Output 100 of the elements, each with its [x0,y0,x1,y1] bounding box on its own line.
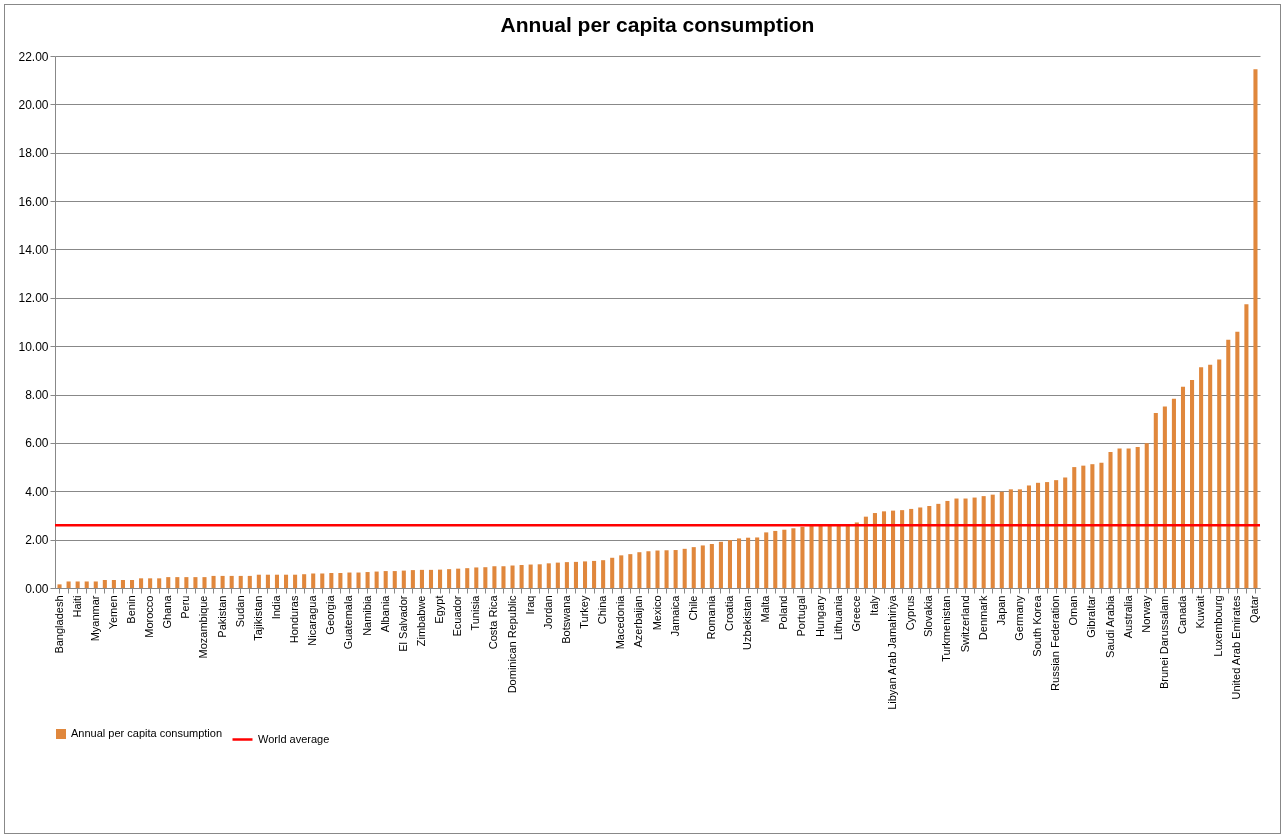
bar [999,491,1004,588]
x-tick-label: Benin [125,595,138,624]
bar [592,560,597,588]
x-tick-label: Nicaragua [306,594,319,646]
bar [75,581,80,588]
y-tick-label: 10.00 [18,339,49,354]
bar [1099,462,1104,588]
x-tick-label: Libyan Arab Jamahiriya [886,594,899,710]
bar [682,548,687,588]
bar [945,500,950,588]
bar [256,574,261,588]
x-tick-label: Uzbekistan [741,595,754,650]
bar [1081,465,1086,588]
y-tick-label: 2.00 [25,533,49,548]
bar [447,569,452,588]
x-tick-label: Denmark [976,595,989,641]
bar [93,581,98,588]
bar [238,575,243,588]
bar [374,571,379,588]
bar [1217,359,1222,588]
bar [1135,447,1140,588]
x-tick-label: Luxembourg [1212,595,1225,657]
bar [628,554,633,588]
bar [782,529,787,588]
bar [365,572,370,588]
bar [764,532,769,588]
bar [601,560,606,588]
bar [646,551,651,588]
bar [1035,482,1041,588]
x-tick-label: Turkmenistan [940,595,953,662]
x-tick-label: Ghana [161,594,174,629]
bar [383,571,388,588]
bar [438,569,443,588]
x-tick-label: Japan [994,595,1007,626]
x-tick-label: Iraq [523,595,536,615]
bar [655,550,660,588]
bar [247,575,252,588]
bar [1117,448,1122,588]
bar [746,537,751,588]
bar [166,577,171,588]
bar [610,557,615,588]
bar [311,573,316,588]
bar [718,541,723,588]
x-tick-label: Canada [1175,594,1188,635]
bar [193,577,198,588]
bar [510,565,515,588]
x-tick-label: Portugal [795,595,808,637]
bar [302,574,307,588]
bar [900,510,905,588]
bar [1153,412,1158,588]
x-tick-label: Macedonia [614,594,627,650]
y-tick-label: 6.00 [25,436,49,451]
bar [1017,489,1022,588]
x-tick-label: Hungary [813,595,826,638]
x-tick-label: Mozambique [197,595,210,659]
bar [157,578,162,588]
x-tick-label: Zimbabwe [414,595,427,647]
bar [329,573,334,588]
bar [84,581,89,588]
bar [419,569,424,588]
bar [401,570,406,588]
x-tick-label: Honduras [288,595,301,644]
bar [392,571,397,588]
x-tick-label: Chile [686,595,699,621]
bar [211,575,216,588]
bar [573,561,578,588]
bar [709,543,714,588]
legend-label: World average [258,732,330,745]
bar [863,516,868,588]
bar [918,507,923,588]
bar [528,564,533,588]
bar [954,498,959,588]
y-tick-label: 0.00 [25,581,49,596]
x-tick-label: Croatia [722,594,735,631]
bar [1199,367,1204,588]
y-tick-label: 18.00 [18,146,49,161]
bar [936,503,941,588]
bar [111,580,116,588]
bar [1072,467,1077,588]
bar [972,497,977,588]
y-tick-label: 22.00 [18,49,49,64]
bar [1235,331,1240,588]
bar [755,537,760,588]
bar [1054,480,1059,588]
bar [664,550,669,588]
x-tick-label: Jamaica [668,594,681,637]
x-tick-label: Switzerland [958,595,971,653]
bar [1144,443,1149,588]
bar [564,562,569,588]
x-tick-label: Jordan [541,595,554,630]
bar [1126,448,1131,588]
bar [1162,406,1167,588]
bar [129,580,135,588]
bar [818,525,823,588]
x-tick-label: El Salvador [396,595,409,652]
x-tick-label: Myanmar [88,595,101,642]
bar [284,574,289,588]
bar [1244,304,1249,588]
bar [492,566,497,588]
x-tick-label: Ecuador [451,595,464,637]
